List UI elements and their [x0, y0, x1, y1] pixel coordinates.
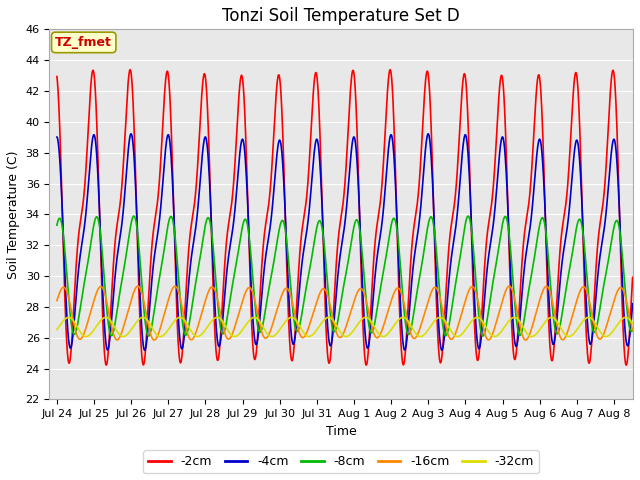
-8cm: [299, 305, 307, 311]
-2cm: [556, 252, 563, 258]
-2cm: [153, 204, 161, 210]
Line: -32cm: -32cm: [57, 317, 632, 336]
Line: -8cm: -8cm: [57, 216, 632, 336]
-8cm: [53, 222, 61, 228]
-4cm: [628, 301, 636, 307]
-32cm: [556, 323, 563, 329]
X-axis label: Time: Time: [326, 425, 356, 438]
Title: Tonzi Soil Temperature Set D: Tonzi Soil Temperature Set D: [222, 7, 460, 25]
-2cm: [274, 74, 282, 80]
-2cm: [119, 171, 127, 177]
-4cm: [53, 134, 61, 140]
-16cm: [299, 335, 307, 341]
-4cm: [118, 215, 126, 221]
-4cm: [556, 284, 563, 289]
-16cm: [274, 303, 282, 309]
-2cm: [102, 362, 110, 368]
Legend: -2cm, -4cm, -8cm, -16cm, -32cm: -2cm, -4cm, -8cm, -16cm, -32cm: [143, 450, 539, 473]
Y-axis label: Soil Temperature (C): Soil Temperature (C): [7, 150, 20, 278]
-4cm: [438, 348, 445, 353]
-8cm: [153, 290, 161, 296]
-4cm: [618, 262, 625, 268]
Line: -2cm: -2cm: [57, 70, 632, 365]
-4cm: [299, 255, 307, 261]
-16cm: [618, 285, 625, 291]
-8cm: [479, 333, 486, 339]
-4cm: [153, 238, 161, 243]
Text: TZ_fmet: TZ_fmet: [55, 36, 112, 49]
-2cm: [618, 286, 625, 291]
-32cm: [628, 321, 636, 326]
-32cm: [213, 314, 221, 320]
-4cm: [424, 131, 432, 137]
-16cm: [53, 298, 61, 303]
-32cm: [618, 317, 625, 323]
Line: -4cm: -4cm: [57, 134, 632, 350]
-2cm: [299, 222, 307, 228]
-32cm: [53, 327, 61, 333]
-8cm: [118, 274, 126, 279]
-4cm: [274, 145, 282, 151]
-32cm: [274, 329, 282, 335]
-8cm: [130, 213, 138, 219]
Line: -16cm: -16cm: [57, 286, 632, 340]
-8cm: [556, 324, 563, 330]
-32cm: [153, 332, 161, 337]
-8cm: [628, 327, 636, 333]
-16cm: [153, 334, 161, 340]
-8cm: [618, 245, 625, 251]
-16cm: [628, 327, 636, 333]
-2cm: [628, 275, 636, 280]
-16cm: [556, 333, 563, 338]
-16cm: [134, 283, 141, 289]
-32cm: [565, 334, 573, 339]
-32cm: [118, 334, 126, 339]
-16cm: [118, 327, 126, 333]
-8cm: [274, 234, 282, 240]
-32cm: [299, 328, 307, 334]
-2cm: [387, 67, 394, 72]
-2cm: [53, 73, 61, 79]
-16cm: [150, 337, 158, 343]
